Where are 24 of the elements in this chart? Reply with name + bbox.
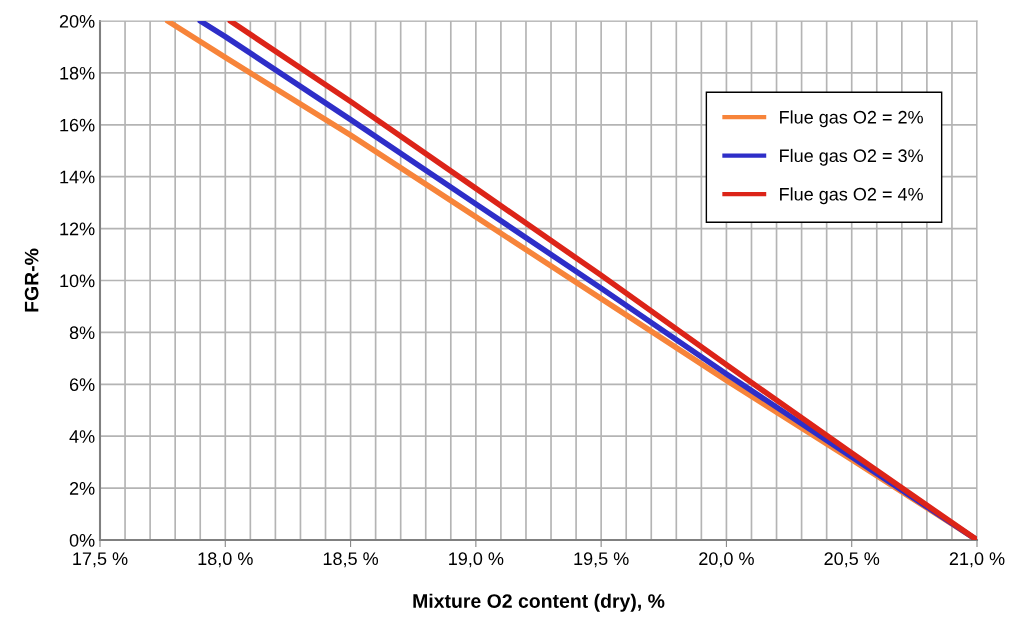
x-tick-label: 19,5 % — [574, 552, 629, 568]
legend-label: Flue gas O2 = 3% — [780, 148, 923, 166]
y-tick-label: 16% — [60, 118, 95, 132]
x-tick-label: 20,5 % — [824, 552, 880, 568]
y-tick-label: 18% — [60, 66, 95, 80]
legend-label: Flue gas O2 = 2% — [780, 110, 923, 128]
x-tick-label: 21,0 % — [949, 552, 1005, 568]
x-tick-label: 19,0 % — [449, 552, 504, 568]
y-tick-label: 20% — [59, 14, 95, 28]
y-tick-label: 8% — [69, 326, 95, 340]
legend-label: Flue gas O2 = 4% — [780, 187, 923, 205]
y-tick-label: 10% — [60, 274, 95, 288]
y-axis-title: FGR-% — [24, 248, 39, 312]
y-tick-label: 12% — [60, 222, 95, 236]
y-tick-label: 0% — [69, 533, 95, 547]
y-tick-label: 6% — [69, 378, 95, 392]
y-tick-label: 4% — [69, 430, 95, 443]
x-tick-label: 17,5 % — [73, 552, 128, 568]
y-tick-label: 2% — [69, 482, 95, 495]
y-tick-label: 14% — [60, 170, 95, 184]
x-tick-label: 18,0 % — [198, 552, 253, 568]
x-tick-label: 18,5 % — [323, 552, 379, 568]
x-tick-label: 20,0 % — [699, 552, 754, 568]
x-axis-title: Mixture O2 content (dry), % — [413, 593, 665, 612]
